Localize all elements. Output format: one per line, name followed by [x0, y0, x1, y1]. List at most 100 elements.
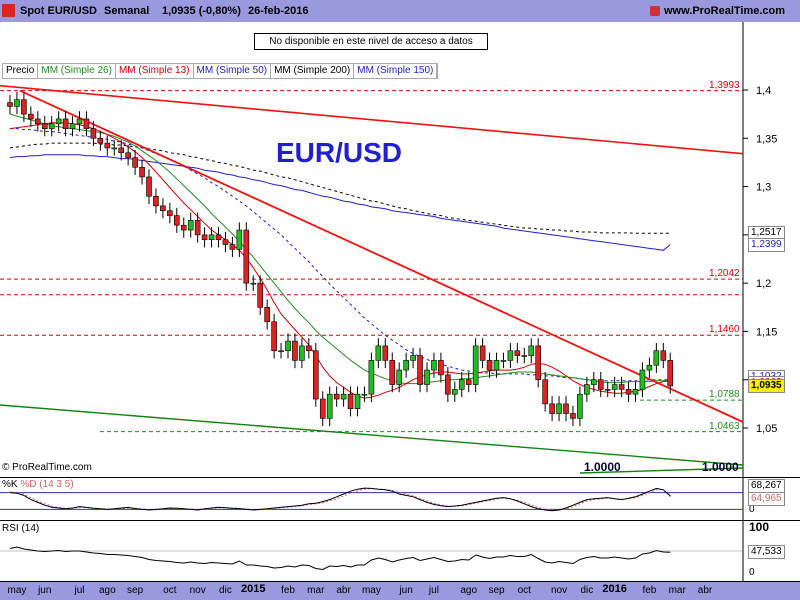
x-axis-label-17: oct	[517, 585, 531, 596]
candle-body-55	[389, 360, 396, 385]
x-axis-label-3: ago	[98, 585, 116, 596]
candle-body-85	[597, 379, 604, 390]
candle-body-31	[222, 239, 229, 245]
candle-body-42	[299, 345, 305, 361]
legend-item-sma150[interactable]: MM (Simple 150)	[354, 64, 438, 78]
candle-body-20	[146, 176, 152, 197]
stoch-d-value: 64,965	[748, 492, 785, 506]
candle-body-25	[180, 224, 187, 231]
site-url-text[interactable]: www.ProRealTime.com	[664, 5, 786, 17]
candle-body-6	[48, 123, 55, 129]
x-axis-label-23: abr	[697, 585, 713, 596]
candle-body-60	[424, 369, 430, 385]
stochastic-title[interactable]: %K %D (14 3 5)	[2, 479, 74, 490]
candle-body-41	[292, 340, 298, 361]
window-icon	[0, 0, 15, 22]
price-label-1: 1,2399	[748, 237, 785, 252]
level-label-1: 1,2042	[709, 268, 740, 280]
rsi-title[interactable]: RSI (14)	[2, 523, 40, 534]
x-axis-label-20: 2016	[602, 583, 627, 595]
candle-body-4	[34, 118, 41, 125]
candle-body-74	[521, 355, 528, 357]
candle-body-49	[347, 393, 354, 409]
candle-body-1	[14, 99, 20, 107]
sma200-line	[9, 142, 671, 234]
y-tick-label-2: 1,3	[756, 182, 771, 194]
candle-body-71	[500, 360, 507, 362]
instrument-name: Spot EUR/USD	[20, 5, 97, 17]
candle-body-16	[118, 147, 124, 154]
candle-body-91	[639, 369, 646, 390]
candle-body-66	[465, 379, 472, 385]
x-axis-label-21: feb	[642, 585, 657, 596]
candle-body-12	[90, 128, 97, 139]
trendline-1-0000	[579, 467, 744, 474]
candle-body-40	[285, 340, 291, 352]
indicator-legend[interactable]: Precio MM (Simple 26) MM (Simple 13) MM …	[2, 63, 439, 79]
candle-body-75	[528, 345, 535, 356]
y-tick-label-4: 1,2	[756, 278, 771, 290]
candle-body-88	[618, 384, 625, 390]
legend-item-sma26[interactable]: MM (Simple 26)	[38, 64, 116, 78]
candle-body-83	[584, 384, 590, 395]
candle-body-46	[326, 393, 333, 419]
candle-body-7	[55, 118, 62, 125]
candle-body-59	[417, 355, 423, 385]
candle-body-38	[271, 321, 277, 352]
candle-body-45	[319, 398, 326, 419]
stoch-axis-min: 0	[749, 504, 755, 515]
candle-body-56	[396, 369, 403, 385]
x-axis-label-5: oct	[163, 585, 177, 596]
legend-item-sma200[interactable]: MM (Simple 200)	[271, 64, 355, 78]
candle-body-81	[570, 413, 576, 419]
legend-item-price[interactable]: Precio	[3, 64, 39, 78]
stoch-k-line	[9, 487, 671, 512]
sma13-line	[9, 122, 671, 399]
resistance-channel-top	[0, 84, 744, 155]
copyright: © ProRealTime.com	[2, 462, 92, 473]
x-axis-label-13: jun	[399, 585, 413, 596]
candle-body-77	[542, 379, 548, 405]
candle-body-92	[646, 364, 653, 371]
x-axis-label-6: nov	[189, 585, 206, 596]
candle-body-29	[208, 234, 215, 240]
candle-body-33	[236, 229, 243, 250]
candle-body-89	[625, 389, 632, 395]
candle-body-22	[160, 205, 166, 212]
candle-body-43	[306, 345, 312, 352]
legend-item-sma13[interactable]: MM (Simple 13)	[116, 64, 194, 78]
candle-body-10	[76, 118, 83, 125]
x-axis-label-10: mar	[307, 585, 325, 596]
candle-body-72	[507, 350, 514, 361]
x-axis-label-12: may	[361, 585, 381, 596]
period-label: Semanal	[104, 5, 150, 17]
price-label-4: 1,0935	[748, 378, 785, 393]
candle-body-52	[368, 360, 375, 395]
candle-body-27	[194, 220, 201, 236]
candle-body-35	[250, 282, 257, 285]
candle-body-69	[486, 360, 493, 371]
x-axis-label-7: dic	[219, 585, 232, 596]
legend-item-sma50[interactable]: MM (Simple 50)	[194, 64, 272, 78]
rsi-axis-min: 0	[749, 567, 755, 578]
candle-body-58	[410, 355, 416, 361]
rsi-axis-max: 100	[749, 520, 770, 534]
support-channel-bottom	[0, 404, 744, 466]
date-label: 26-feb-2016	[248, 5, 309, 17]
level-label-3: 1,1460	[709, 324, 740, 336]
chart-big-title: EUR/USD	[276, 137, 403, 168]
site-url[interactable]: www.ProRealTime.com	[650, 0, 785, 22]
candle-body-14	[104, 142, 111, 149]
x-axis-label-15: ago	[460, 585, 478, 596]
candle-body-11	[83, 118, 90, 129]
candle-body-50	[354, 393, 361, 409]
candle-body-84	[590, 379, 597, 385]
site-icon	[650, 6, 660, 17]
candle-body-78	[549, 403, 555, 414]
x-axis-label-19: dic	[580, 585, 594, 596]
candle-body-80	[563, 403, 569, 414]
candle-body-62	[438, 360, 444, 376]
candle-body-61	[431, 360, 437, 371]
x-axis-label-1: jun	[38, 585, 52, 596]
